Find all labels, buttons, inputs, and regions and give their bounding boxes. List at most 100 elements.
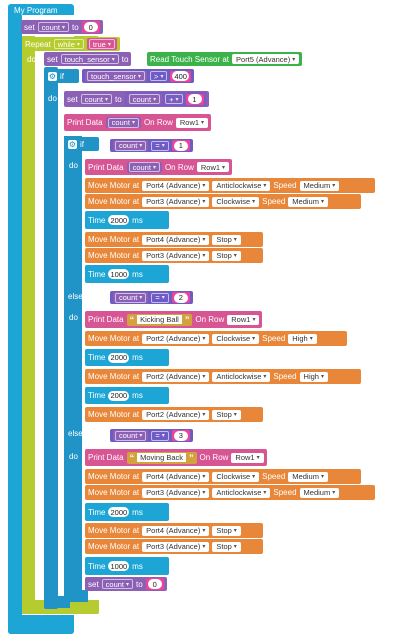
number-input[interactable]: 400 [172,71,189,81]
row-dropdown[interactable]: Row1 ▾ [175,117,209,128]
direction-dropdown[interactable]: Anticlockwise ▾ [212,180,271,191]
operator-dropdown[interactable]: = ▾ [151,140,169,151]
port-dropdown[interactable]: Port3 (Advance) ▾ [142,487,210,498]
row-dropdown[interactable]: Row1 ▾ [227,314,260,325]
speed-dropdown[interactable]: Medium ▾ [288,471,328,482]
time-input[interactable]: 1000 [108,561,130,571]
if-inner-header[interactable]: ⚙ if [65,137,99,151]
direction-dropdown[interactable]: Anticlockwise ▾ [212,371,271,382]
direction-dropdown[interactable]: Stop ▾ [212,541,241,552]
time-input[interactable]: 2000 [108,352,130,363]
repeat-mode-dropdown[interactable]: while ▾ [53,39,84,49]
print-data-block[interactable]: Print Data count ▾ On Row Row1 ▾ [85,159,233,175]
time-input[interactable]: 2000 [108,507,130,517]
variable-dropdown[interactable]: count ▾ [37,22,70,32]
repeat-header[interactable]: Repeat while ▾ true ▾ [22,37,120,51]
if-main-header[interactable]: ⚙ if [45,69,79,83]
move-motor-block[interactable]: Move Motor at Port2 (Advance) ▾ Clockwise… [85,331,347,346]
number-input[interactable]: 0 [83,22,98,32]
speed-dropdown[interactable]: Medium ▾ [288,196,328,207]
port-dropdown[interactable]: Port2 (Advance) ▾ [142,371,210,382]
speed-dropdown[interactable]: Medium ▾ [299,180,340,191]
direction-dropdown[interactable]: Stop ▾ [212,250,241,261]
row-dropdown[interactable]: Row1 ▾ [231,452,264,463]
time-block[interactable]: Time 1000 ms [85,265,169,283]
time-input[interactable]: 1000 [108,269,130,279]
variable-dropdown[interactable]: count ▾ [115,292,147,303]
variable-dropdown[interactable]: touch_sensor ▾ [87,71,146,81]
variable-dropdown[interactable]: touch_sensor ▾ [60,54,119,64]
text-block[interactable]: “Kicking Ball” [126,313,193,326]
direction-dropdown[interactable]: Clockwise ▾ [212,471,260,482]
compare-block[interactable]: count ▾ = ▾ 3 [110,429,193,442]
port-dropdown[interactable]: Port3 (Advance) ▾ [142,541,210,552]
time-block[interactable]: Time 2000 ms [85,503,169,521]
operator-dropdown[interactable]: > ▾ [150,71,168,81]
compare-block[interactable]: count ▾ = ▾ 2 [110,291,193,304]
speed-dropdown[interactable]: High ▾ [288,333,317,344]
direction-dropdown[interactable]: Stop ▾ [212,409,241,420]
port-dropdown[interactable]: Port3 (Advance) ▾ [142,196,210,207]
row-dropdown[interactable]: Row1 ▾ [196,162,230,172]
time-block[interactable]: Time 2000 ms [85,211,169,229]
speed-dropdown[interactable]: High ▾ [299,371,328,382]
variable-dropdown[interactable]: count ▾ [128,94,161,104]
port-dropdown[interactable]: Port4 (Advance) ▾ [142,471,210,482]
move-motor-block[interactable]: Move Motor at Port3 (Advance) ▾ Stop ▾ [85,539,263,554]
set-count-reset-block[interactable]: set count ▾ to 0 [85,577,167,591]
bool-dropdown[interactable]: true ▾ [88,39,115,49]
text-input[interactable]: Kicking Ball [137,315,182,324]
move-motor-block[interactable]: Move Motor at Port3 (Advance) ▾ Clockwise… [85,194,361,209]
port-dropdown[interactable]: Port2 (Advance) ▾ [142,409,210,420]
port-dropdown[interactable]: Port4 (Advance) ▾ [142,180,210,191]
port-dropdown[interactable]: Port5 (Advance) ▾ [232,54,300,64]
time-block[interactable]: Time 1000 ms [85,557,169,575]
number-input[interactable]: 0 [147,579,162,589]
gear-icon[interactable]: ⚙ [68,139,77,149]
increment-block[interactable]: set count ▾ to count ▾ + ▾ 1 [64,91,209,107]
direction-dropdown[interactable]: Clockwise ▾ [212,196,260,207]
port-dropdown[interactable]: Port2 (Advance) ▾ [142,333,210,344]
number-input[interactable]: 1 [187,94,202,104]
move-motor-block[interactable]: Move Motor at Port4 (Advance) ▾ Stop ▾ [85,523,263,538]
move-motor-block[interactable]: Move Motor at Port2 (Advance) ▾ Stop ▾ [85,407,263,422]
direction-dropdown[interactable]: Stop ▾ [212,234,241,245]
set-touch-sensor-block[interactable]: set touch_sensor ▾ to [44,52,132,66]
gear-icon[interactable]: ⚙ [48,71,57,81]
compare-block[interactable]: touch_sensor ▾ > ▾ 400 [82,69,194,83]
variable-dropdown[interactable]: count ▾ [115,430,147,441]
number-input[interactable]: 1 [173,140,188,151]
time-block[interactable]: Time 2000 ms [85,349,169,366]
direction-dropdown[interactable]: Stop ▾ [212,525,241,536]
direction-dropdown[interactable]: Clockwise ▾ [212,333,260,344]
direction-dropdown[interactable]: Anticlockwise ▾ [212,487,271,498]
compare-block[interactable]: count ▾ = ▾ 1 [110,139,193,152]
move-motor-block[interactable]: Move Motor at Port4 (Advance) ▾ Stop ▾ [85,232,263,247]
move-motor-block[interactable]: Move Motor at Port3 (Advance) ▾ Stop ▾ [85,248,263,263]
variable-dropdown[interactable]: count ▾ [128,162,160,172]
operator-dropdown[interactable]: + ▾ [165,94,183,104]
time-input[interactable]: 2000 [108,215,130,225]
variable-dropdown[interactable]: count ▾ [115,140,147,151]
read-touch-sensor-block[interactable]: Read Touch Sensor at Port5 (Advance) ▾ [147,52,303,66]
move-motor-block[interactable]: Move Motor at Port3 (Advance) ▾ Anticlock… [85,485,375,500]
operator-dropdown[interactable]: = ▾ [151,430,169,441]
print-data-block[interactable]: Print Data “Kicking Ball” On Row Row1 ▾ [85,311,263,328]
time-block[interactable]: Time 2000 ms [85,387,169,404]
variable-dropdown[interactable]: count ▾ [80,94,113,104]
port-dropdown[interactable]: Port4 (Advance) ▾ [142,234,210,245]
speed-dropdown[interactable]: Medium ▾ [299,487,340,498]
set-count-init-block[interactable]: set count ▾ to 0 [21,20,103,34]
variable-dropdown[interactable]: count ▾ [107,117,139,128]
text-input[interactable]: Moving Back [137,453,187,462]
port-dropdown[interactable]: Port4 (Advance) ▾ [142,525,210,536]
number-input[interactable]: 3 [173,430,188,441]
number-input[interactable]: 2 [173,292,188,303]
variable-dropdown[interactable]: count ▾ [101,579,134,589]
move-motor-block[interactable]: Move Motor at Port4 (Advance) ▾ Clockwise… [85,469,361,484]
text-block[interactable]: “Moving Back” [126,451,197,464]
move-motor-block[interactable]: Move Motor at Port4 (Advance) ▾ Anticlock… [85,178,375,193]
time-input[interactable]: 2000 [108,390,130,401]
port-dropdown[interactable]: Port3 (Advance) ▾ [142,250,210,261]
print-data-block[interactable]: Print Data “Moving Back” On Row Row1 ▾ [85,449,267,466]
